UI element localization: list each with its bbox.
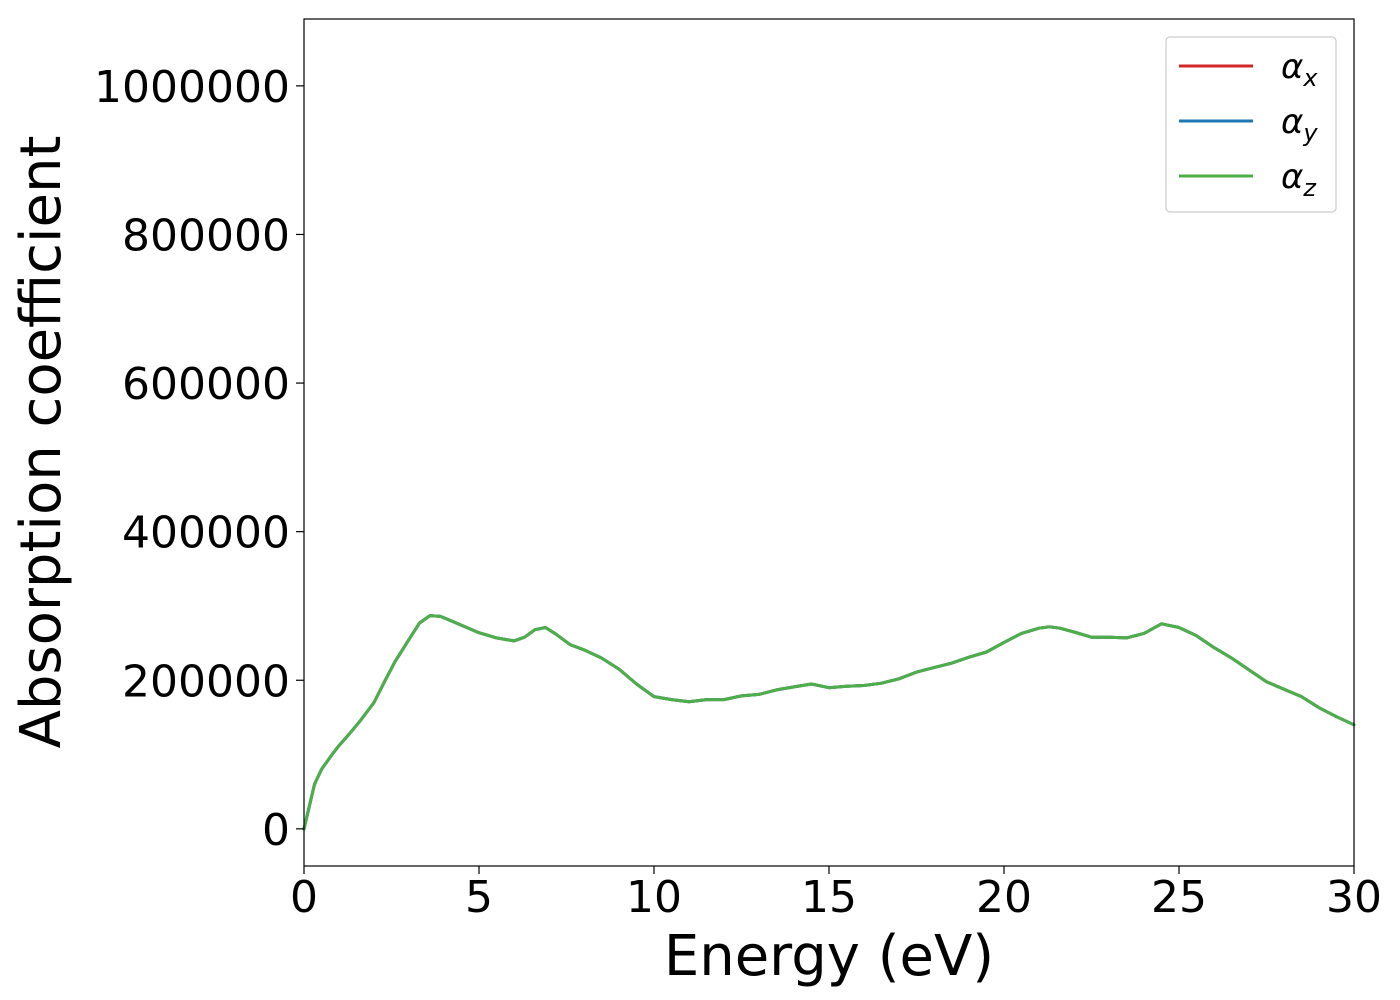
x-tick-label: 30 [1326,872,1382,923]
x-tick-label: 5 [465,872,493,923]
y-axis: 0 200000 400000 600000 800000 1000000 [94,62,304,856]
y-tick-label: 400000 [122,508,290,559]
legend-box [1165,36,1337,213]
x-tick-label: 15 [801,872,857,923]
x-tick-label: 0 [290,872,318,923]
x-tick-label: 20 [976,872,1032,923]
y-axis-label: Absorption coefficient [9,136,74,749]
x-axis: 0 5 10 15 20 25 30 [290,866,1382,923]
y-tick-label: 0 [262,805,290,856]
x-tick-label: 10 [626,872,682,923]
y-tick-label: 200000 [122,656,290,707]
series-layer [302,614,1356,831]
series-line-z [302,614,1356,831]
y-tick-label: 1000000 [94,62,290,113]
y-tick-label: 600000 [122,359,290,410]
y-tick-label: 800000 [122,210,290,261]
x-tick-label: 25 [1151,872,1207,923]
x-axis-label: Energy (eV) [664,924,994,989]
